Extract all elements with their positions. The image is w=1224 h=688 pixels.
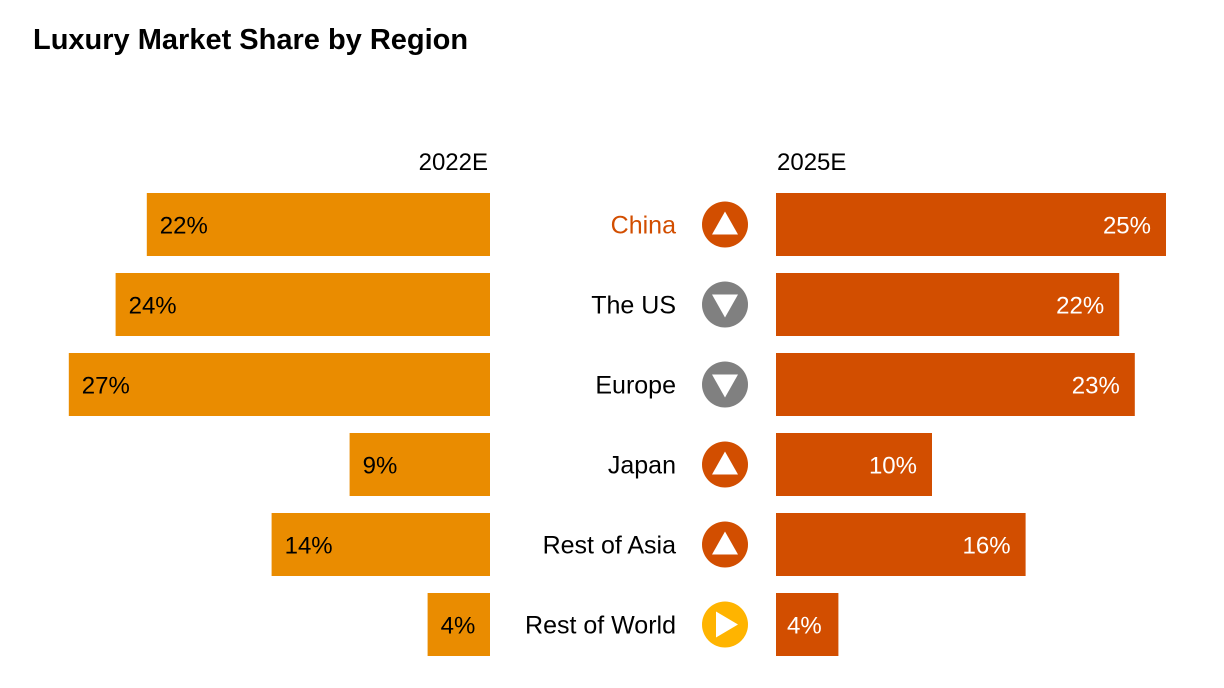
triangle-up-icon: [702, 201, 748, 248]
data-label-2025e: 4%: [787, 613, 822, 640]
data-label-2025e: 25%: [1103, 213, 1151, 240]
bar-2025e: [776, 273, 1120, 336]
bar-2022e: [271, 513, 490, 576]
bar-2025e: [776, 353, 1135, 416]
triangle-up-icon: [702, 441, 748, 488]
bar-2022e: [146, 193, 491, 256]
bar-2025e: [776, 513, 1026, 576]
data-label-2022e: 4%: [441, 613, 476, 640]
bar-2025e: [776, 433, 932, 496]
bar-2025e: [776, 593, 839, 656]
triangle-up-icon: [702, 521, 748, 568]
data-label-2022e: 14%: [285, 533, 333, 560]
data-label-2022e: 22%: [160, 213, 208, 240]
triangle-down-icon: [702, 281, 748, 328]
bar-2022e: [115, 273, 490, 336]
data-label-2022e: 24%: [129, 293, 177, 320]
right-series-header: 2025E: [777, 149, 846, 176]
data-label-2025e: 10%: [869, 453, 917, 480]
category-label: Europe: [595, 372, 676, 400]
bar-2025e: [776, 193, 1166, 256]
category-label: Japan: [608, 452, 676, 480]
data-label-2022e: 9%: [363, 453, 398, 480]
category-label: China: [611, 212, 676, 240]
bar-2022e: [349, 433, 490, 496]
category-label: Rest of Asia: [543, 532, 676, 560]
bar-2022e: [68, 353, 491, 416]
data-label-2022e: 27%: [82, 373, 130, 400]
left-series-header: 2022E: [419, 149, 488, 176]
chart-rows: 22% China 25% 24% The US 22% 27% Europe 23% 9% Jap…: [68, 193, 1166, 656]
category-label: The US: [591, 292, 676, 320]
data-label-2025e: 23%: [1072, 373, 1120, 400]
category-label: Rest of World: [525, 612, 676, 640]
bar-2022e: [427, 593, 490, 656]
triangle-right-icon: [702, 601, 748, 648]
triangle-down-icon: [702, 361, 748, 408]
data-label-2025e: 16%: [963, 533, 1011, 560]
chart-title: Luxury Market Share by Region: [33, 24, 469, 56]
data-label-2025e: 22%: [1056, 293, 1104, 320]
